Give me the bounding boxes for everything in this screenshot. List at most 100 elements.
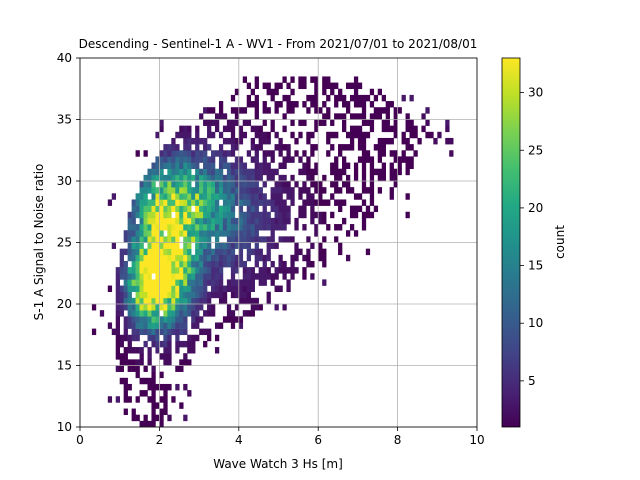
heatmap-cell [191,260,196,268]
heatmap-cell [349,187,355,194]
heatmap-cell [143,285,148,292]
heatmap-cell [191,279,196,286]
heatmap-cell [159,193,164,200]
heatmap-cell [151,371,156,379]
heatmap-cell [159,291,164,299]
heatmap-cell [127,310,132,317]
heatmap-cell [274,304,279,311]
heatmap-cell [242,119,248,126]
heatmap-cell [191,304,196,311]
heatmap-cell [246,230,252,237]
heatmap-cell [298,168,303,176]
heatmap-cell [338,168,343,176]
heatmap-cell [306,137,311,145]
heatmap-cell [246,82,252,90]
heatmap-cell [306,94,311,102]
heatmap-cell [353,131,359,139]
heatmap-cell [179,267,184,274]
heatmap-cell [195,205,200,213]
heatmap-cell [199,224,204,231]
heatmap-cell [342,199,347,206]
heatmap-cell [409,144,414,151]
heatmap-cell [226,174,232,182]
heatmap-cell [282,273,287,280]
heatmap-cell [314,88,319,96]
heatmap-cell [409,119,414,126]
heatmap-cell [175,273,180,280]
heatmap-cell [167,267,172,274]
heatmap-cell [405,144,410,151]
heatmap-cell [123,267,128,274]
x-tick-label: 0 [76,433,84,447]
colorbar-tick-label: 25 [528,143,543,157]
heatmap-cell [199,230,204,237]
heatmap-cell [207,248,212,256]
heatmap-cell [246,94,252,102]
heatmap-cell [195,125,200,133]
heatmap-cell [195,156,200,163]
heatmap-cell [242,273,248,280]
heatmap-cell [135,242,140,249]
heatmap-cell [369,119,375,126]
heatmap-cell [155,131,160,139]
heatmap-cell [127,396,132,403]
heatmap-cell [119,267,124,274]
heatmap-cell [270,150,275,157]
heatmap-cell [139,390,144,397]
heatmap-cell [389,125,394,133]
heatmap-cell [183,193,188,200]
heatmap-cell [357,137,363,145]
heatmap-cell [361,168,367,176]
heatmap-cell [191,254,196,262]
heatmap-cell [119,273,124,280]
heatmap-cell [282,76,287,83]
heatmap-cell [115,285,120,292]
heatmap-cell [171,242,176,249]
heatmap-cell [151,291,156,299]
heatmap-cell [135,279,140,286]
heatmap-cell [159,224,164,231]
heatmap-cell [107,199,113,206]
heatmap-cell [163,199,168,206]
heatmap-cell [175,267,180,274]
heatmap-cell [242,285,248,292]
heatmap-cell [147,217,152,225]
heatmap-cell [226,162,232,169]
heatmap-cell [262,150,267,157]
heatmap-cell [286,94,291,102]
heatmap-cell [242,217,248,225]
heatmap-cell [147,359,152,366]
heatmap-cell [298,82,303,90]
heatmap-cell [342,181,347,188]
heatmap-cell [234,113,240,120]
heatmap-cell [175,242,180,249]
heatmap-cell [258,304,263,311]
heatmap-cell [211,279,216,286]
heatmap-cell [187,267,192,274]
heatmap-cell [250,217,255,225]
heatmap-cell [183,211,188,219]
heatmap-cell [254,273,259,280]
heatmap-cell [183,181,188,188]
heatmap-cell [127,211,132,219]
heatmap-cell [218,150,224,157]
heatmap-cell [203,260,208,268]
heatmap-cell [199,260,204,268]
heatmap-cell [159,316,164,323]
heatmap-cell [151,242,156,249]
heatmap-cell [349,205,355,213]
heatmap-cell [183,353,188,360]
heatmap-cell [151,322,156,329]
heatmap-cell [369,193,375,200]
heatmap-cell [127,217,132,225]
heatmap-cell [131,322,136,329]
heatmap-cell [199,156,204,163]
heatmap-cell [167,211,172,219]
heatmap-cell [349,94,355,102]
heatmap-cell [274,101,279,108]
heatmap-cell [310,144,315,151]
heatmap-cell [389,101,394,108]
heatmap-cell [207,310,212,317]
heatmap-cell [191,162,196,169]
